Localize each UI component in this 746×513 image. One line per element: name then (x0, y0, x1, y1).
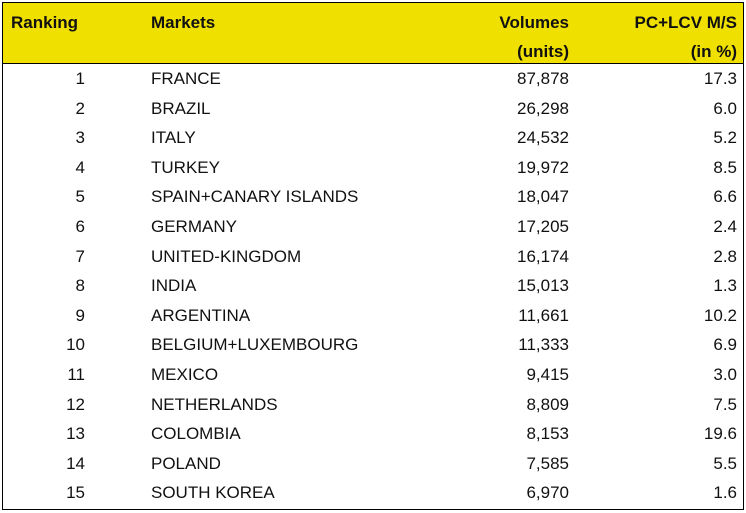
table-cell: BELGIUM+LUXEMBOURG (151, 335, 359, 355)
header-cell: Ranking (11, 13, 79, 32)
table-cell: 14 (66, 453, 85, 473)
table-cell: 15,013 (517, 276, 569, 296)
header-cell: (units) (517, 42, 569, 61)
table-cell: 11,661 (518, 305, 569, 325)
table-cell: FRANCE (151, 69, 221, 88)
table-cell: 87,878 (517, 69, 569, 88)
table-cell: 2 (75, 98, 85, 118)
table-cell: ARGENTINA (151, 305, 251, 325)
table-cell: 13 (66, 424, 85, 444)
table-cell: 6.6 (713, 187, 737, 207)
table-cell: 8,809 (526, 394, 569, 414)
table-cell: INDIA (151, 276, 197, 296)
table-cell: 3 (75, 128, 85, 148)
table-cell: 5 (75, 187, 85, 207)
table-cell: POLAND (151, 453, 221, 473)
table-cell: 16,174 (517, 246, 569, 266)
table-cell: 6.9 (713, 335, 737, 355)
table-cell: 19.6 (703, 424, 737, 444)
table-cell: 11,333 (518, 335, 569, 355)
table-cell: 7 (75, 246, 85, 266)
table-cell: 8.5 (713, 157, 737, 177)
table-cell: 6,970 (526, 483, 569, 503)
table-cell: 19,972 (517, 157, 569, 177)
table-cell: 8,153 (526, 424, 569, 444)
table-cell: 2.8 (713, 246, 737, 266)
table-cell: 1.3 (713, 276, 737, 296)
table-cell: 11 (67, 365, 85, 384)
table-cell: 10 (66, 335, 85, 355)
table-cell: GERMANY (151, 217, 237, 236)
header-cell: PC+LCV M/S (634, 13, 738, 32)
table-cell: UNITED-KINGDOM (151, 246, 302, 266)
table-cell: 8 (75, 276, 85, 296)
header-cell: Volumes (499, 13, 569, 32)
table-cell: 5.2 (713, 128, 737, 148)
table-cell: 10.2 (703, 305, 737, 325)
table-cell: 24,532 (517, 128, 569, 148)
header-cell: Markets (151, 13, 216, 32)
table-cell: 7,585 (526, 453, 569, 473)
table-cell: 3.0 (713, 365, 737, 384)
table-cell: 17.3 (703, 69, 737, 88)
table-cell: ITALY (151, 128, 196, 148)
table-cell: 12 (66, 394, 85, 414)
table-cell: 7.5 (713, 394, 737, 414)
table-cell: 2.4 (713, 217, 737, 236)
table-cell: NETHERLANDS (151, 394, 278, 414)
table-cell: 15 (66, 483, 85, 503)
table-cell: BRAZIL (151, 98, 211, 118)
table-cell: 9 (75, 305, 85, 325)
table-cell: 17,205 (517, 217, 569, 236)
table-cell: 18,047 (517, 187, 569, 207)
table-cell: 6 (75, 217, 85, 236)
table-cell: 26,298 (517, 98, 569, 118)
table-cell: SOUTH KOREA (151, 483, 275, 503)
table-cell: MEXICO (151, 365, 219, 384)
table-cell: COLOMBIA (151, 424, 241, 444)
header-cell: (in %) (690, 42, 737, 61)
table-cell: 4 (75, 157, 85, 177)
table-cell: 9,415 (526, 365, 569, 384)
table-cell: TURKEY (151, 157, 220, 177)
header-row: Ranking Markets Volumes (units) PC+LCV M… (3, 3, 743, 64)
table-cell: SPAIN+CANARY ISLANDS (151, 187, 359, 207)
table-cell: 1 (75, 69, 85, 88)
table-cell: 5.5 (713, 453, 737, 473)
table-cell: 6.0 (713, 98, 737, 118)
table-cell: 1.6 (713, 483, 737, 503)
